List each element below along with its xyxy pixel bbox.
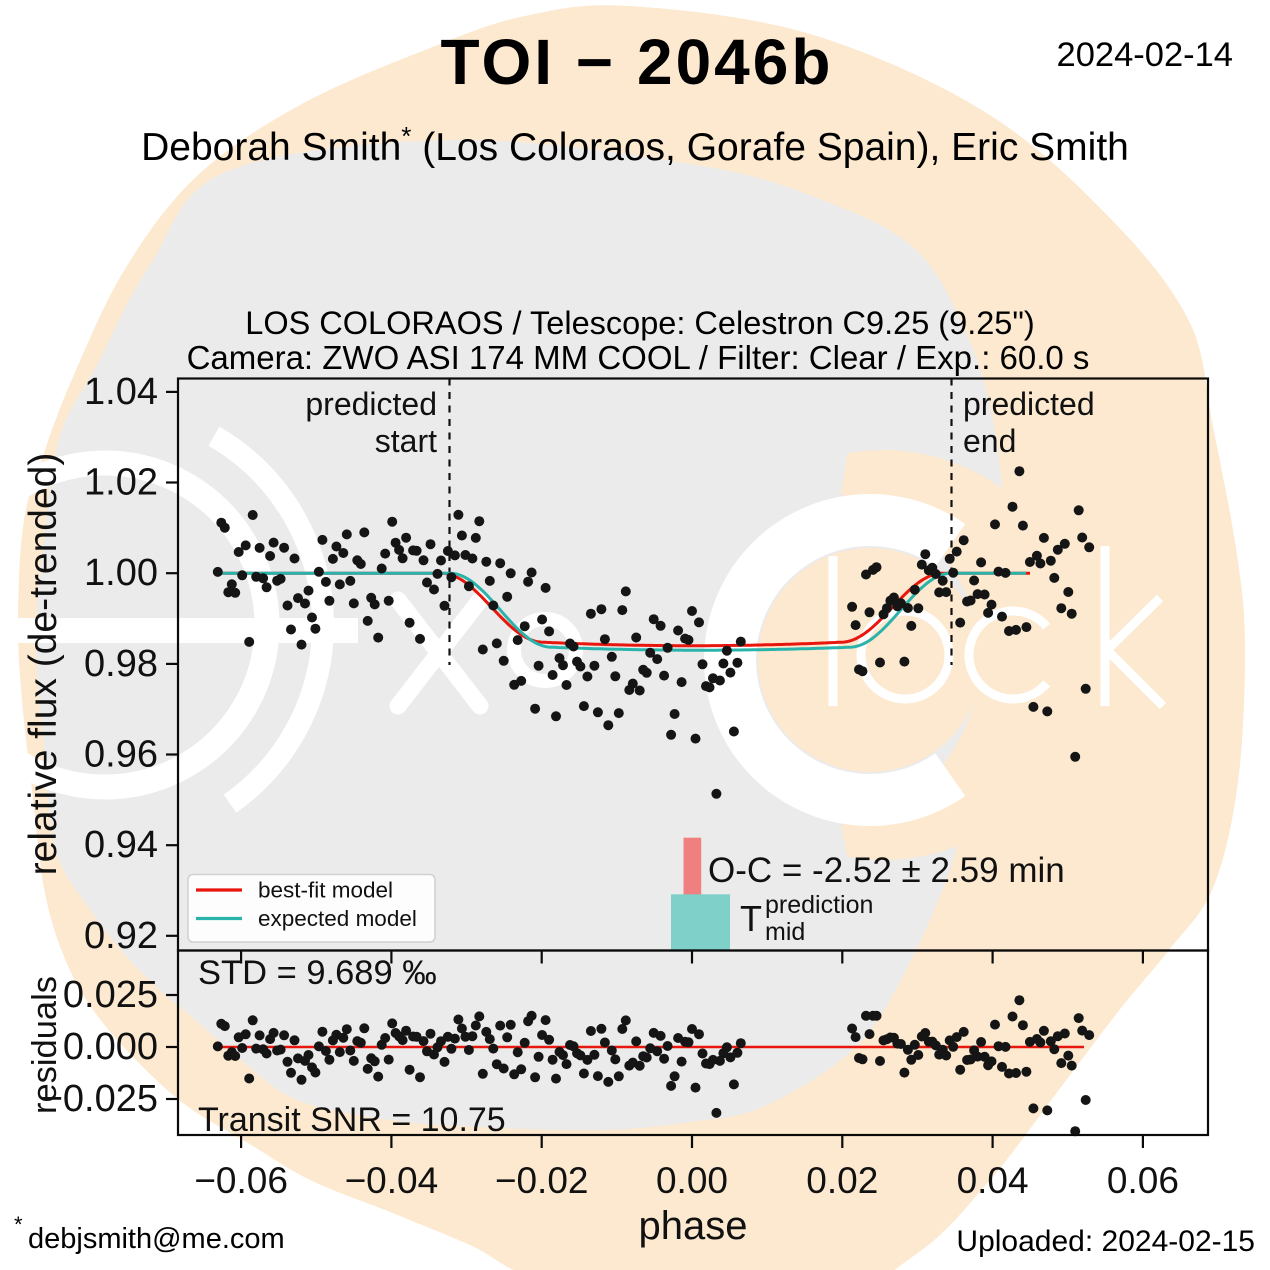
svg-text:debjsmith@me.com: debjsmith@me.com xyxy=(28,1223,285,1255)
svg-text:mid: mid xyxy=(765,918,805,946)
svg-text:predicted: predicted xyxy=(963,386,1095,422)
svg-text:0.92: 0.92 xyxy=(84,915,158,957)
svg-text:best-fit model: best-fit model xyxy=(258,878,393,903)
svg-text:*: * xyxy=(14,1212,23,1237)
svg-text:Camera: ZWO ASI 174 MM COOL /: Camera: ZWO ASI 174 MM COOL / Filter: Cl… xyxy=(187,339,1090,376)
svg-text:residuals: residuals xyxy=(26,976,64,1114)
svg-text:0.04: 0.04 xyxy=(957,1160,1029,1201)
svg-text:STD = 9.689 ‰: STD = 9.689 ‰ xyxy=(198,954,437,992)
svg-text:1.02: 1.02 xyxy=(84,462,158,504)
svg-text:Deborah Smith* (Los Coloraos,: Deborah Smith* (Los Coloraos, Gorafe Spa… xyxy=(141,121,1129,169)
svg-text:O-C = -2.52 ± 2.59 min: O-C = -2.52 ± 2.59 min xyxy=(708,851,1065,890)
svg-text:Uploaded: 2024-02-15: Uploaded: 2024-02-15 xyxy=(956,1225,1255,1258)
svg-text:T: T xyxy=(740,898,762,939)
svg-text:0.000: 0.000 xyxy=(63,1026,158,1068)
svg-text:prediction: prediction xyxy=(765,891,873,919)
svg-text:−0.02: −0.02 xyxy=(495,1160,589,1201)
svg-text:Transit SNR = 10.75: Transit SNR = 10.75 xyxy=(198,1101,506,1139)
svg-text:0.02: 0.02 xyxy=(806,1160,878,1201)
svg-text:0.98: 0.98 xyxy=(84,643,158,685)
svg-text:1.04: 1.04 xyxy=(84,371,158,413)
svg-text:0.025: 0.025 xyxy=(63,974,158,1016)
svg-text:relative flux (de-trended): relative flux (de-trended) xyxy=(22,453,65,876)
svg-text:predicted: predicted xyxy=(305,386,437,422)
svg-text:2024-02-14: 2024-02-14 xyxy=(1057,36,1233,74)
svg-text:−0.06: −0.06 xyxy=(194,1160,288,1201)
svg-text:expected model: expected model xyxy=(258,906,417,931)
svg-text:LOS COLORAOS / Telescope: Cele: LOS COLORAOS / Telescope: Celestron C9.2… xyxy=(245,305,1035,341)
svg-text:−0.04: −0.04 xyxy=(345,1160,439,1201)
svg-text:0.00: 0.00 xyxy=(656,1160,728,1201)
svg-text:0.96: 0.96 xyxy=(84,734,158,776)
svg-text:phase: phase xyxy=(639,1204,748,1248)
svg-text:0.94: 0.94 xyxy=(84,824,158,866)
svg-text:end: end xyxy=(963,423,1016,459)
svg-text:0.06: 0.06 xyxy=(1107,1160,1179,1201)
svg-text:1.00: 1.00 xyxy=(84,552,158,594)
svg-text:TOI − 2046b: TOI − 2046b xyxy=(441,26,834,98)
svg-text:start: start xyxy=(375,423,437,459)
svg-text:−0.025: −0.025 xyxy=(41,1078,158,1120)
